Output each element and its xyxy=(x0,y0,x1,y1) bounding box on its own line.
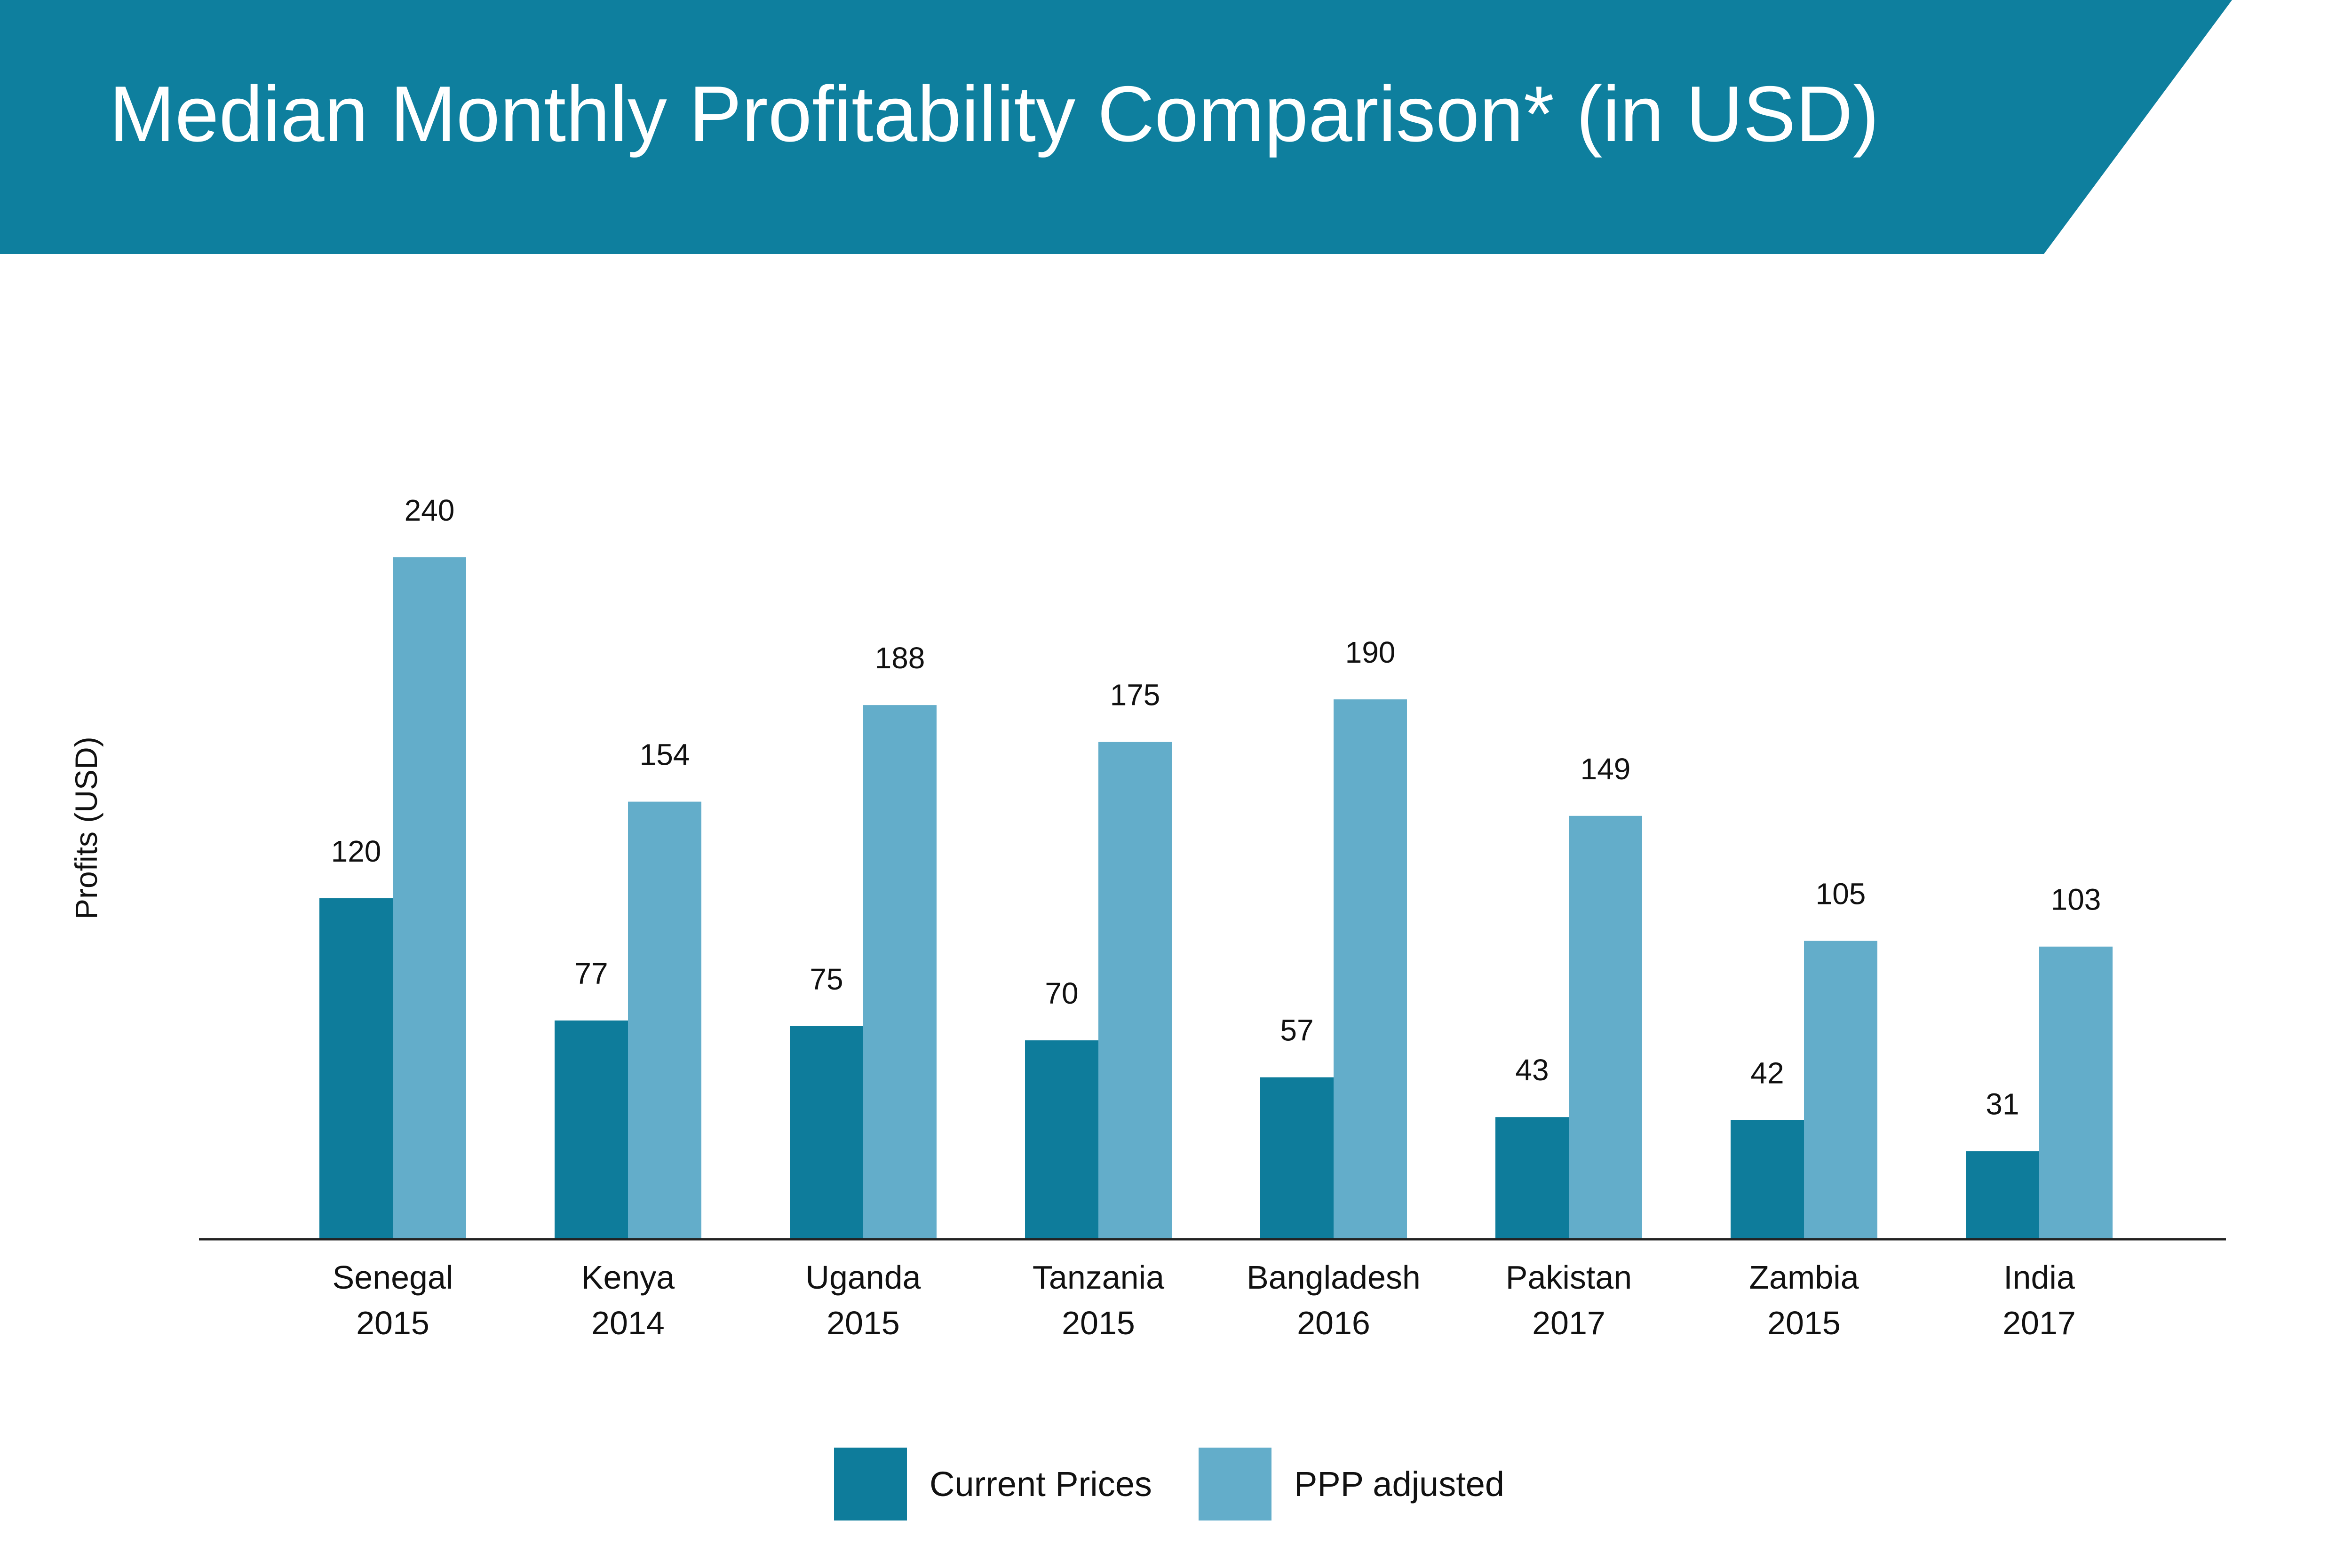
bar-current-tanzania xyxy=(1025,1040,1098,1239)
category-year-tanzania: 2015 xyxy=(1062,1305,1135,1341)
value-label-ppp-tanzania: 175 xyxy=(1110,678,1160,712)
category-labels-group: Senegal 2015 Kenya 2014 Uganda 2015 Tanzania 20… xyxy=(333,1259,2076,1341)
bar-ppp-senegal xyxy=(393,557,466,1239)
bar-current-pakistan xyxy=(1495,1117,1569,1239)
bar-ppp-kenya xyxy=(628,801,701,1239)
category-year-zambia: 2015 xyxy=(1767,1305,1841,1341)
bar-current-uganda xyxy=(790,1026,863,1239)
legend-item-ppp-adjusted: PPP adjusted xyxy=(1199,1448,1504,1520)
bars-group xyxy=(319,557,2113,1239)
title-banner-shape xyxy=(0,0,2232,254)
bar-current-zambia xyxy=(1731,1120,1804,1239)
value-label-ppp-india: 103 xyxy=(2051,883,2101,917)
category-label-senegal: Senegal xyxy=(333,1259,453,1296)
value-label-current-senegal: 120 xyxy=(331,834,381,868)
value-label-ppp-pakistan: 149 xyxy=(1581,752,1631,786)
bar-current-kenya xyxy=(555,1020,628,1239)
legend-item-current-prices: Current Prices xyxy=(834,1448,1152,1520)
legend-swatch-current-prices xyxy=(834,1448,907,1520)
value-label-current-zambia: 42 xyxy=(1750,1056,1784,1090)
category-year-uganda: 2015 xyxy=(826,1305,900,1341)
bar-ppp-pakistan xyxy=(1569,816,1642,1239)
bar-current-bangladesh xyxy=(1260,1077,1334,1239)
bar-ppp-tanzania xyxy=(1098,742,1172,1239)
category-year-india: 2017 xyxy=(2002,1305,2076,1341)
bar-current-india xyxy=(1966,1151,2039,1239)
y-axis-label: Profits (USD) xyxy=(69,736,103,919)
chart-title: Median Monthly Profitability Comparison*… xyxy=(109,70,1879,158)
legend-label-ppp-adjusted: PPP adjusted xyxy=(1294,1465,1505,1504)
category-label-tanzania: Tanzania xyxy=(1033,1259,1164,1296)
bar-ppp-india xyxy=(2039,946,2113,1239)
category-label-kenya: Kenya xyxy=(581,1259,675,1296)
value-label-ppp-kenya: 154 xyxy=(640,738,690,772)
category-label-zambia: Zambia xyxy=(1749,1259,1859,1296)
value-label-current-kenya: 77 xyxy=(574,957,608,990)
category-year-kenya: 2014 xyxy=(591,1305,665,1341)
category-label-pakistan: Pakistan xyxy=(1506,1259,1632,1296)
category-label-uganda: Uganda xyxy=(805,1259,921,1296)
value-label-ppp-senegal: 240 xyxy=(405,493,455,527)
value-label-ppp-zambia: 105 xyxy=(1816,877,1866,911)
category-label-india: India xyxy=(2003,1259,2075,1296)
legend-label-current-prices: Current Prices xyxy=(930,1465,1152,1504)
category-year-senegal: 2015 xyxy=(356,1305,429,1341)
value-label-current-uganda: 75 xyxy=(810,962,843,996)
category-year-bangladesh: 2016 xyxy=(1297,1305,1370,1341)
value-label-ppp-uganda: 188 xyxy=(875,641,925,675)
value-label-current-tanzania: 70 xyxy=(1045,976,1078,1010)
value-labels-group: 120 240 77 154 75 188 70 175 57 190 43 149 42 105 31 10… xyxy=(331,493,2101,1121)
value-label-current-india: 31 xyxy=(1986,1087,2019,1121)
value-label-ppp-bangladesh: 190 xyxy=(1345,635,1396,669)
category-label-bangladesh: Bangladesh xyxy=(1247,1259,1421,1296)
value-label-current-bangladesh: 57 xyxy=(1280,1014,1313,1047)
bar-current-senegal xyxy=(319,898,393,1239)
legend-swatch-ppp-adjusted xyxy=(1199,1448,1271,1520)
bar-ppp-bangladesh xyxy=(1334,699,1407,1239)
title-banner xyxy=(0,0,2232,254)
category-year-pakistan: 2017 xyxy=(1532,1305,1605,1341)
value-label-current-pakistan: 43 xyxy=(1515,1053,1549,1087)
bar-ppp-zambia xyxy=(1804,941,1877,1239)
bar-ppp-uganda xyxy=(863,705,937,1239)
